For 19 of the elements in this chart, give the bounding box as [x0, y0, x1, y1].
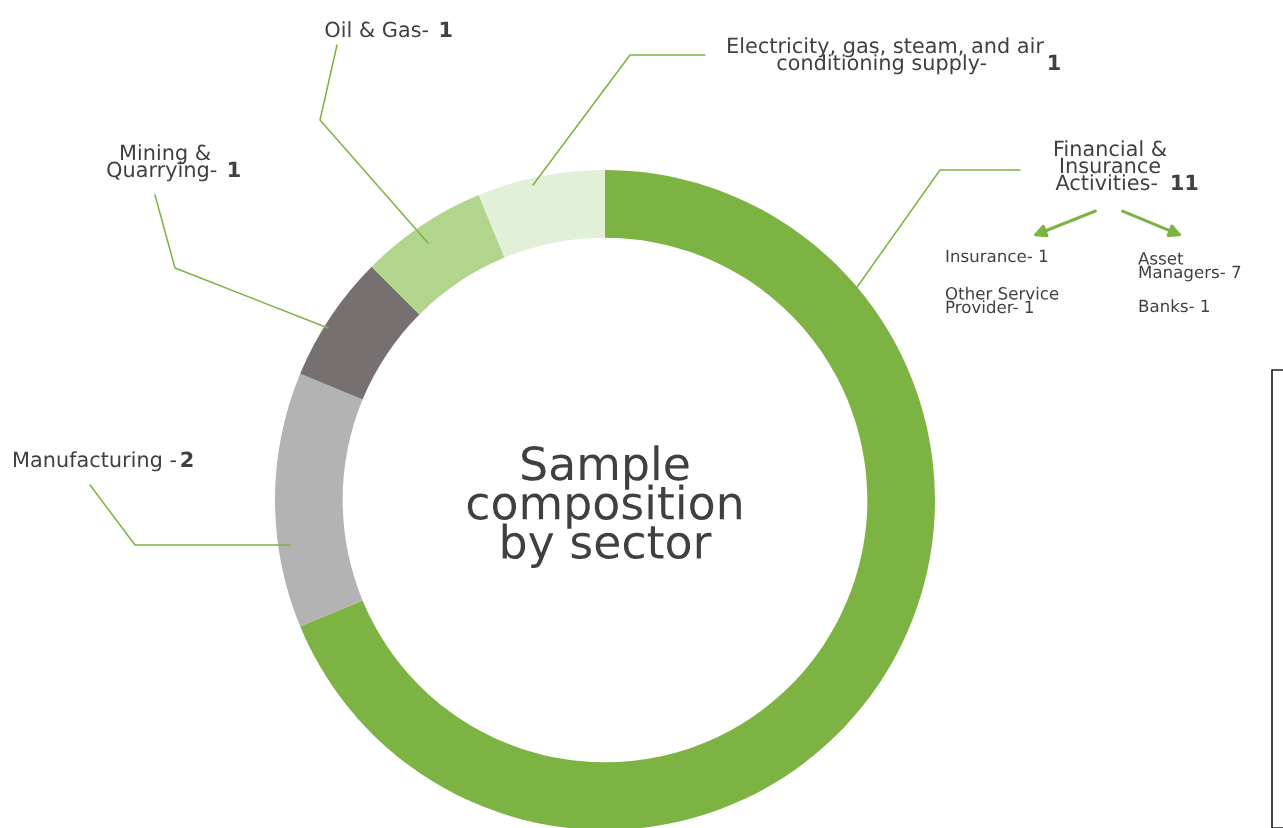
- text: Other Service Provider- 1: [945, 286, 1059, 314]
- slice-label: Electricity, gas, steam, and air conditioning supply-: [728, 37, 1044, 75]
- data-label: 11: [1172, 174, 1198, 190]
- text: Banks- 1: [1139, 299, 1209, 313]
- data-label: 1: [1049, 54, 1060, 70]
- donut-slice: [371, 195, 505, 315]
- donut-slice: [300, 266, 420, 400]
- donut-slice: [275, 373, 363, 627]
- text: Insurance- 1: [946, 249, 1048, 263]
- text: Asset Managers- 7: [1138, 252, 1241, 282]
- data-label: 1: [440, 21, 452, 37]
- data-label: 1: [229, 161, 240, 177]
- data-label: 2: [181, 451, 193, 467]
- slice-label: Mining & Quarrying-: [107, 144, 217, 182]
- text: Sample composition by sector: [467, 445, 741, 568]
- slice-label: Oil & Gas-: [325, 21, 429, 38]
- slice-label: Manufacturing -: [14, 451, 176, 472]
- donut-slice: [478, 170, 605, 258]
- slice-label: Financial & Insurance Activities-: [1055, 140, 1167, 191]
